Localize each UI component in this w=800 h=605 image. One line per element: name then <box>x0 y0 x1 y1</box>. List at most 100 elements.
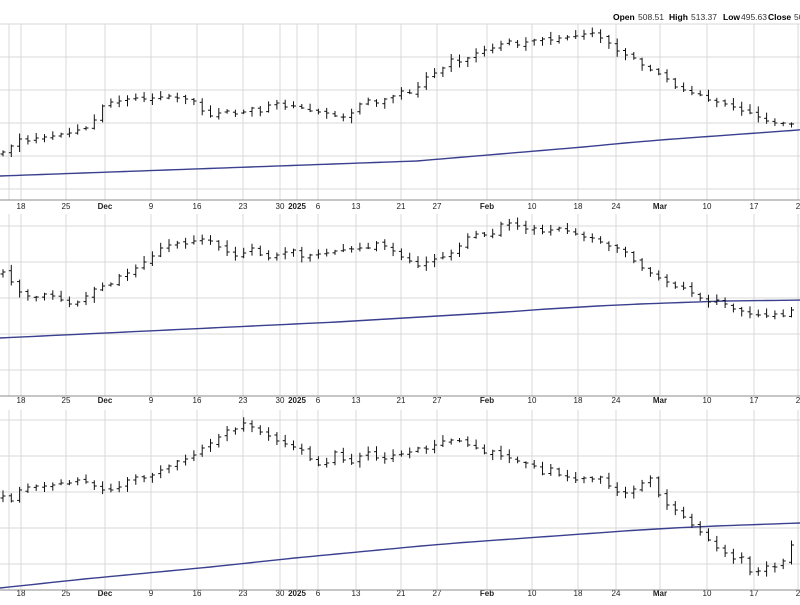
moving-average-layer <box>0 129 800 589</box>
price-bars-panel-1 <box>0 27 794 157</box>
ohlc-bar <box>108 98 114 108</box>
ohlc-bar <box>83 126 89 131</box>
ohlc-bar <box>689 282 695 297</box>
ohlc-bar <box>25 483 31 493</box>
ohlc-header: Open 508.51 High 513.37 Low 495.63 Close… <box>613 12 800 22</box>
ohlc-bar <box>365 97 371 106</box>
ohlc-bar <box>647 475 653 488</box>
ohlc-bar <box>623 48 628 61</box>
ohlc-bar <box>789 307 794 318</box>
ohlc-bar <box>581 231 587 242</box>
ohlc-bar <box>639 57 645 71</box>
ohlc-bar <box>564 35 570 41</box>
x-tick-label: 16 <box>193 202 202 211</box>
ohlc-bar <box>8 264 14 286</box>
ohlc-bar <box>473 439 479 450</box>
ohlc-bar <box>664 489 670 510</box>
ohlc-bar <box>789 540 794 565</box>
x-tick-label: 23 <box>239 396 248 405</box>
x-tick-label: Mar <box>653 202 667 211</box>
ohlc-bar <box>589 27 595 38</box>
ohlc-bar <box>515 217 521 230</box>
x-tick-label: 30 <box>276 202 285 211</box>
x-tick-label: Mar <box>653 589 667 598</box>
ohlc-bar <box>116 273 122 286</box>
ohlc-bar <box>548 224 554 236</box>
ohlc-bar <box>440 66 446 77</box>
ohlc-bar <box>382 97 388 109</box>
ohlc-bar <box>390 94 396 104</box>
ohlc-bar <box>739 552 745 564</box>
ohlc-bar <box>83 474 89 484</box>
ohlc-bar <box>689 85 695 96</box>
ohlc-bar <box>249 420 255 433</box>
ohlc-bar <box>739 306 745 317</box>
x-tick-label: 24 <box>612 396 621 405</box>
open-value: 508.51 <box>638 12 664 22</box>
ohlc-bar <box>149 93 155 105</box>
ohlc-bar <box>365 242 371 250</box>
ohlc-bar <box>42 134 47 143</box>
x-tick-label: 18 <box>574 589 583 598</box>
ohlc-bar <box>42 482 47 492</box>
x-tick-label: 13 <box>352 396 361 405</box>
ohlc-bar <box>83 291 89 306</box>
ohlc-bar <box>199 98 205 116</box>
ohlc-bar <box>481 45 487 57</box>
x-tick-label: Feb <box>480 589 494 598</box>
ohlc-bar <box>291 248 296 257</box>
ohlc-bar <box>349 108 355 124</box>
ohlc-bar <box>465 233 471 249</box>
ohlc-bar <box>598 475 604 484</box>
ohlc-bar <box>332 111 338 117</box>
ohlc-bar <box>573 30 579 39</box>
ohlc-bar <box>116 481 122 493</box>
ohlc-bar <box>598 29 604 43</box>
ohlc-bar <box>639 479 645 492</box>
ohlc-bar <box>149 472 155 483</box>
ohlc-bar <box>440 435 446 447</box>
ohlc-bar <box>33 484 39 491</box>
ohlc-bar <box>0 269 6 278</box>
ohlc-bar <box>282 99 288 110</box>
date-axis-panel-2: 18 25 Dec 9 16 23 30 2025 6 13 21 27 Feb 10 18 24 Mar 10 1… <box>17 396 800 405</box>
ohlc-bar <box>432 68 438 79</box>
ohlc-bar <box>490 449 496 461</box>
ohlc-bar <box>116 95 122 108</box>
ohlc-bar <box>75 300 81 307</box>
ohlc-bar <box>241 417 247 432</box>
ohlc-bar <box>232 109 238 117</box>
ohlc-bar <box>706 528 711 542</box>
x-tick-label: Dec <box>98 202 113 211</box>
ohlc-bar <box>374 241 379 252</box>
ohlc-bar <box>282 434 288 448</box>
ohlc-bar <box>257 106 263 117</box>
ohlc-bar <box>656 68 662 76</box>
x-tick-label: 9 <box>149 589 154 598</box>
ohlc-bar <box>58 479 64 486</box>
x-tick-label: 18 <box>574 396 583 405</box>
x-tick-label: 10 <box>528 396 537 405</box>
x-tick-label: 2 <box>796 202 800 211</box>
x-tick-label: 21 <box>397 396 406 405</box>
ohlc-bar <box>747 306 753 319</box>
ohlc-bar <box>257 425 263 435</box>
ohlc-bar <box>100 282 106 292</box>
ohlc-bar <box>232 246 238 261</box>
x-tick-label: 2025 <box>288 202 306 211</box>
x-tick-label: 16 <box>193 589 202 598</box>
ohlc-bar <box>232 427 238 435</box>
ohlc-bar <box>340 244 346 253</box>
ohlc-bar <box>125 268 130 281</box>
x-tick-label: Feb <box>480 396 494 405</box>
ohlc-bar <box>141 256 147 270</box>
close-label: Close <box>768 12 791 22</box>
ohlc-bar <box>224 109 230 114</box>
ohlc-bar <box>291 101 296 109</box>
ohlc-bar <box>764 308 770 318</box>
x-tick-label: 18 <box>574 202 583 211</box>
ohlc-bar <box>216 240 222 251</box>
ohlc-bar <box>672 77 678 89</box>
ohlc-bar <box>100 104 106 123</box>
